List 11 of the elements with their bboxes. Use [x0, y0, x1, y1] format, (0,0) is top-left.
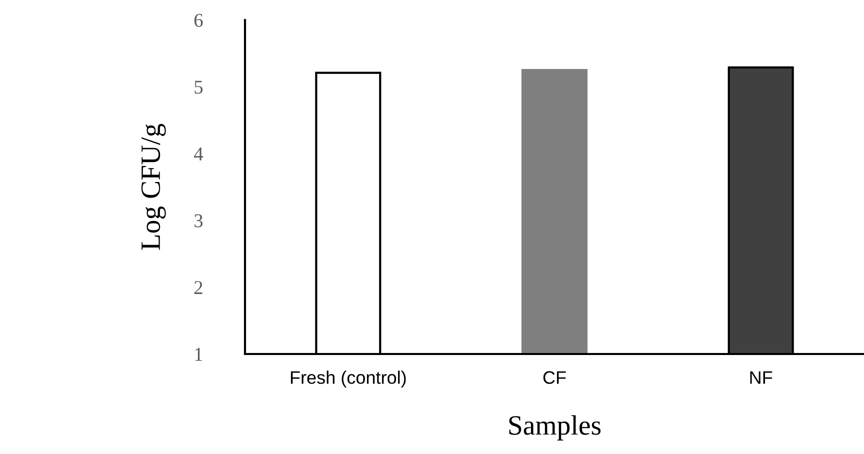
x-tick-label: NF — [750, 371, 772, 384]
x-tick-label: Fresh (control) — [290, 370, 406, 388]
y-tick-label: 6 — [194, 14, 203, 27]
x-tick-label: CF — [543, 371, 566, 384]
y-tick-label: 2 — [194, 281, 202, 294]
y-tick-label: 4 — [194, 148, 204, 160]
x-axis-title: Samples — [509, 415, 601, 440]
y-tick-label: 5 — [194, 80, 203, 94]
y-tick-label: 1 — [195, 348, 202, 361]
y-axis-title: Log CFU/g — [141, 124, 166, 250]
y-tick-label: 3 — [194, 214, 203, 228]
